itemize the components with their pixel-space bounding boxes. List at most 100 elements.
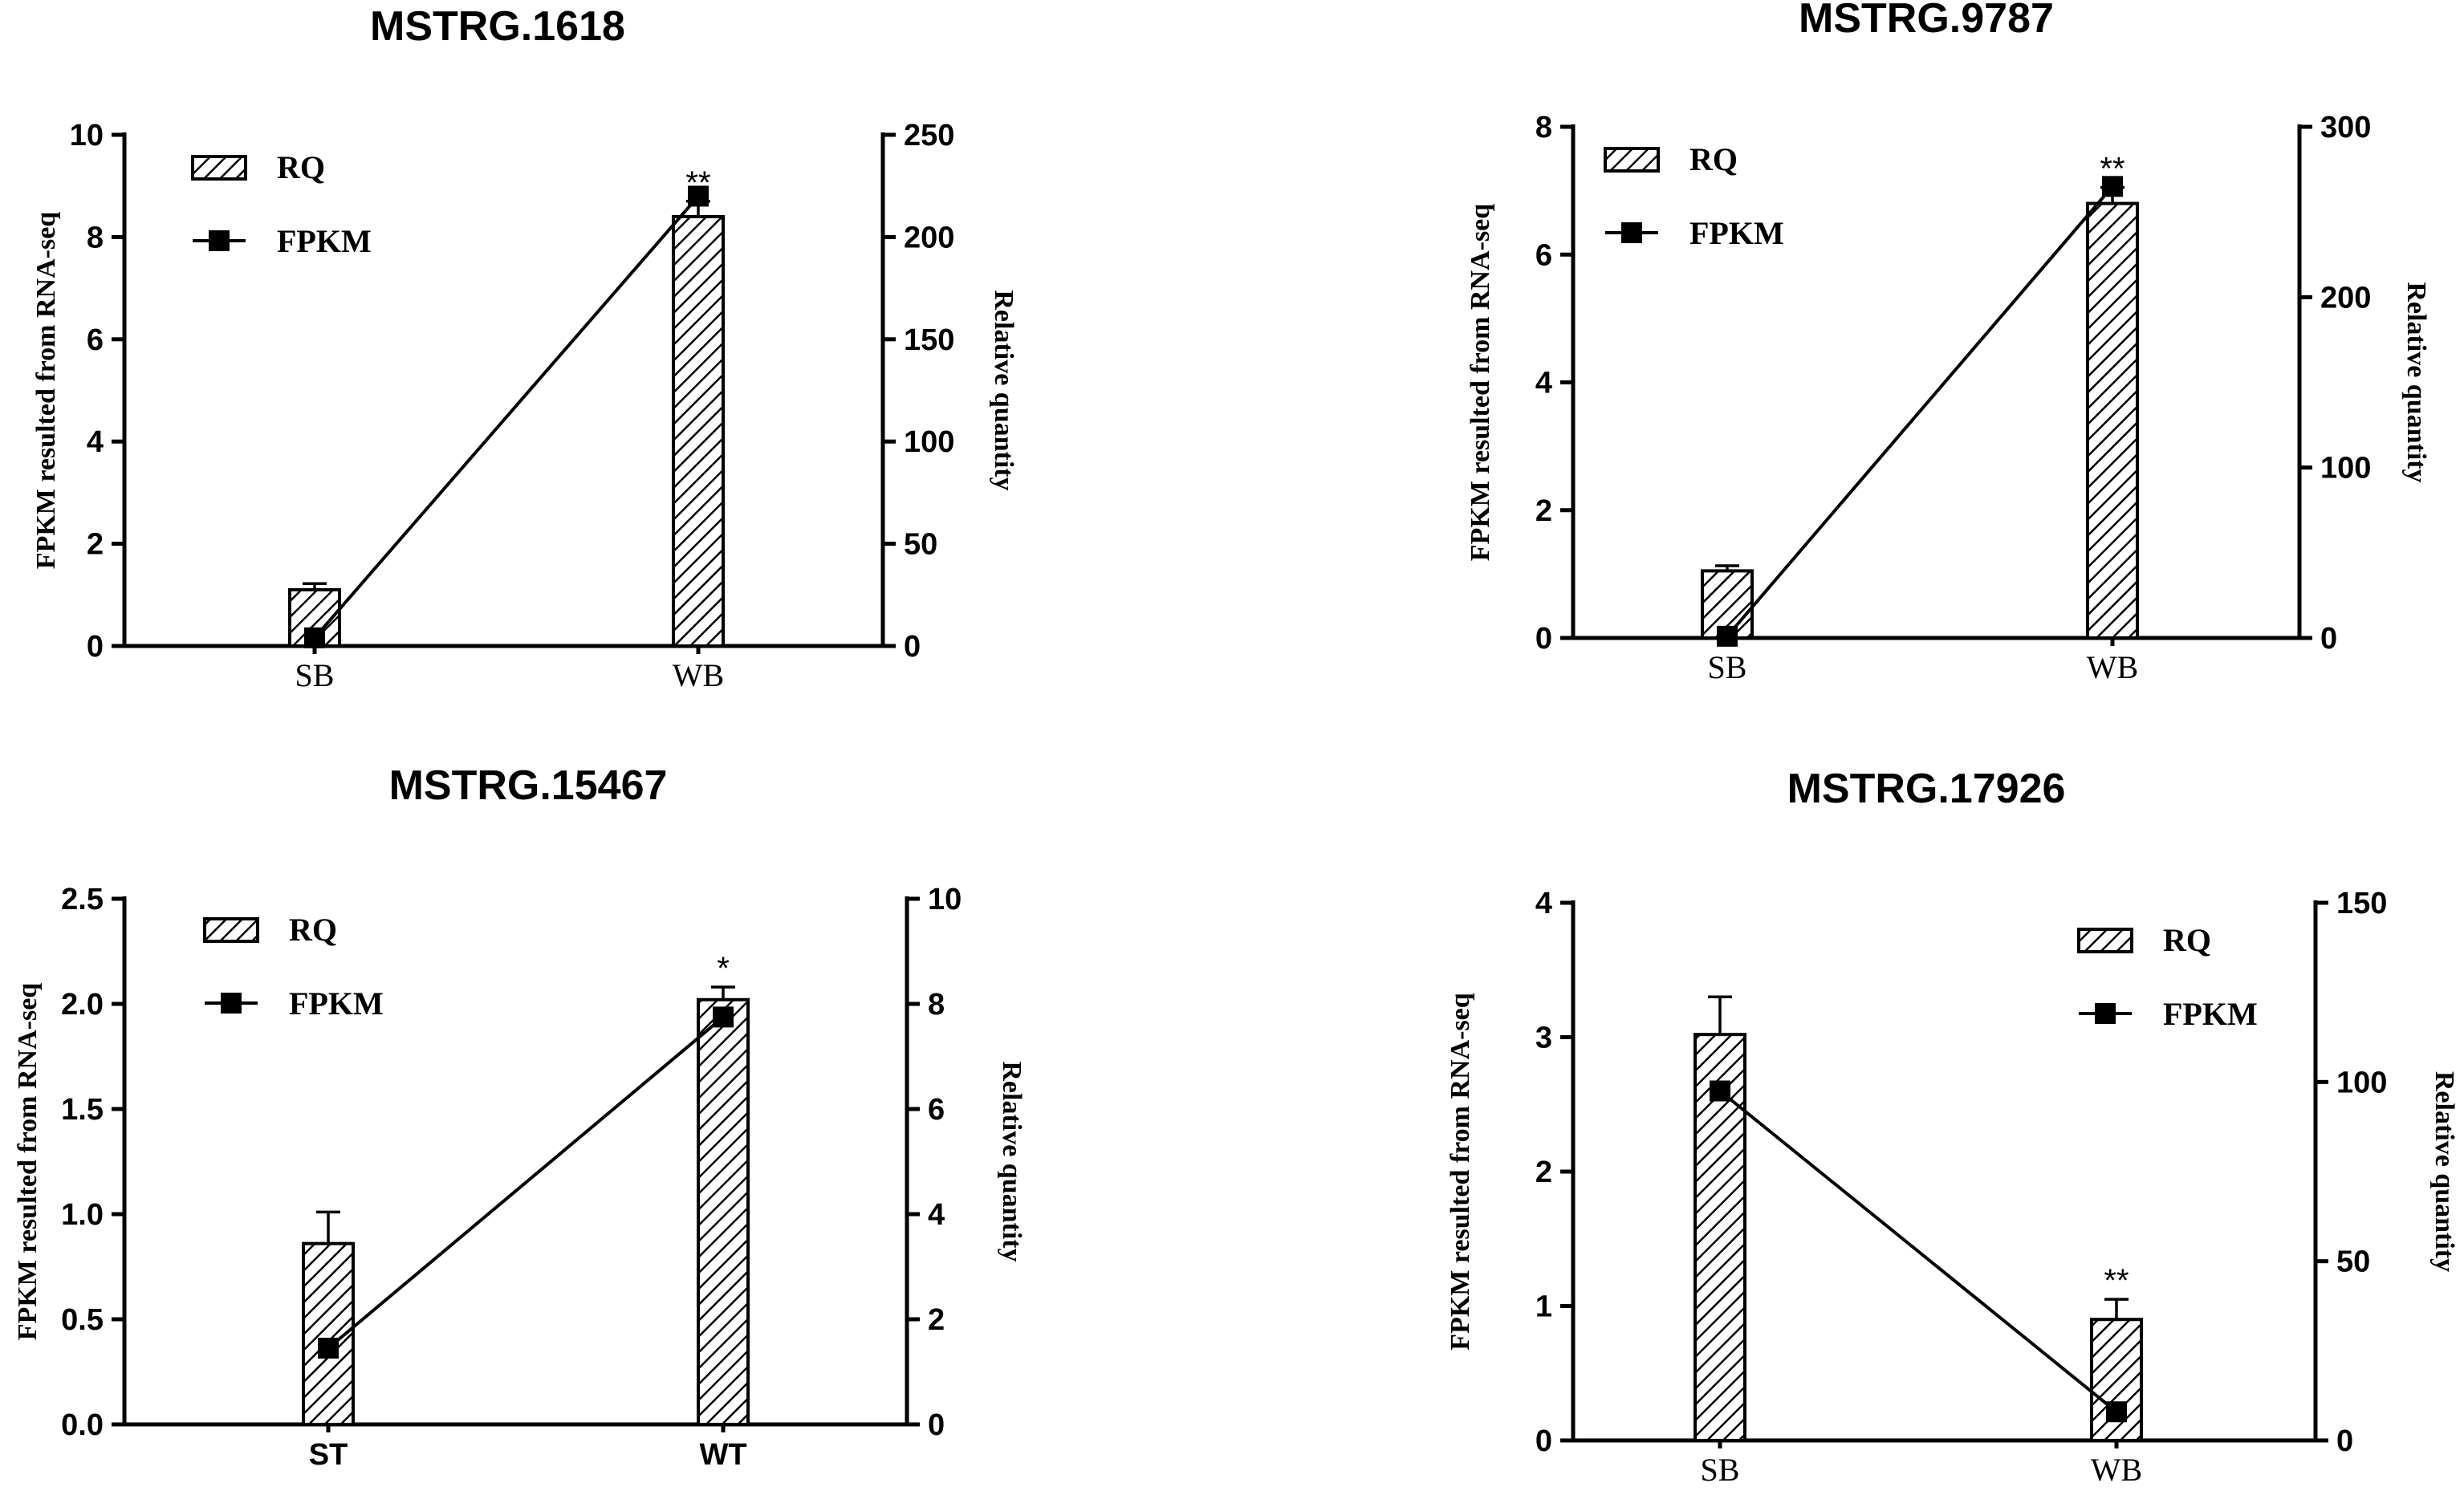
rq-bar <box>672 214 725 648</box>
left-tick-label: 2 <box>87 528 104 562</box>
legend-fpkm-label: FPKM <box>2163 996 2258 1032</box>
left-tick-label: 8 <box>87 221 104 254</box>
fpkm-line <box>1718 1089 2118 1413</box>
legend-rq-swatch <box>191 155 247 181</box>
fpkm-point <box>688 185 709 207</box>
right-tick-label: 100 <box>2336 1066 2387 1099</box>
fpkm-line <box>313 195 700 640</box>
right-axis-title: Relative quantity <box>2429 1071 2459 1272</box>
x-category-label: WT <box>699 1438 746 1472</box>
right-tick-label: 200 <box>2320 281 2371 315</box>
chart-panel: MSTRG.15467 0.0 0.5 1.0 1.5 2.0 2.5 0 2 4 6 8 10 ST WT… <box>13 762 1027 1472</box>
rq-bar <box>2090 1318 2143 1442</box>
left-tick-label: 10 <box>70 119 104 152</box>
legend-fpkm-label: FPKM <box>277 223 372 259</box>
left-tick-label: 6 <box>87 323 104 357</box>
fpkm-point <box>1717 625 1738 647</box>
rq-bar <box>2086 201 2139 640</box>
legend-fpkm-marker <box>2095 1003 2116 1024</box>
legend-fpkm-label: FPKM <box>1689 215 1784 251</box>
right-axis-title: Relative quantity <box>997 1061 1027 1261</box>
right-tick-label: 150 <box>904 323 954 357</box>
fpkm-line <box>327 1015 725 1350</box>
left-tick-label: 6 <box>1535 238 1552 272</box>
x-category-label: WB <box>2091 1452 2142 1488</box>
x-category-label: SB <box>1708 649 1747 685</box>
legend-fpkm-label: FPKM <box>289 985 384 1022</box>
legend-fpkm-marker <box>1621 222 1642 243</box>
right-tick-label: 50 <box>2336 1245 2370 1279</box>
legend-rq-swatch <box>1604 147 1660 173</box>
right-tick-label: 200 <box>904 221 954 254</box>
fpkm-point <box>2102 176 2123 197</box>
right-tick-label: 150 <box>2336 887 2387 920</box>
legend-fpkm-marker <box>221 993 242 1014</box>
x-category-label: SB <box>295 657 335 693</box>
fpkm-line <box>1726 185 2114 638</box>
x-category-label: WB <box>673 657 724 693</box>
left-tick-label: 0.5 <box>61 1303 104 1337</box>
right-tick-label: 6 <box>928 1093 945 1127</box>
right-tick-label: 250 <box>904 119 954 152</box>
rq-bar <box>697 997 750 1426</box>
left-tick-label: 2 <box>1535 494 1552 528</box>
left-tick-label: 2.0 <box>61 988 104 1022</box>
left-tick-label: 0 <box>1535 1424 1552 1458</box>
chart-title: MSTRG.1618 <box>370 3 625 50</box>
left-tick-label: 4 <box>1535 367 1552 400</box>
x-category-label: ST <box>309 1438 348 1472</box>
right-tick-label: 2 <box>928 1303 945 1337</box>
right-tick-label: 50 <box>904 528 937 562</box>
right-tick-label: 4 <box>928 1198 945 1232</box>
right-tick-label: 300 <box>2320 111 2371 144</box>
fpkm-point <box>713 1006 734 1028</box>
left-tick-label: 1.0 <box>61 1198 104 1232</box>
fpkm-point <box>2106 1401 2127 1423</box>
chart-panel: MSTRG.9787 0 2 4 6 8 0 100 200 300 SB WB FPKM result… <box>1466 0 2431 685</box>
legend-fpkm-marker <box>209 230 230 251</box>
left-tick-label: 1.5 <box>61 1093 104 1127</box>
fpkm-point <box>318 1338 339 1359</box>
left-tick-label: 8 <box>1535 111 1552 144</box>
left-tick-label: 1 <box>1535 1290 1552 1324</box>
left-tick-label: 2.5 <box>61 883 104 916</box>
left-axis-title: FPKM resulted from RNA-seq <box>1466 204 1495 561</box>
chart-title: MSTRG.17926 <box>1787 766 2066 812</box>
right-tick-label: 8 <box>928 988 945 1022</box>
x-category-label: WB <box>2087 649 2138 685</box>
right-tick-label: 0 <box>2320 622 2337 656</box>
left-tick-label: 2 <box>1535 1156 1552 1189</box>
right-tick-label: 10 <box>928 883 962 916</box>
legend-rq-label: RQ <box>289 912 337 948</box>
legend-rq-label: RQ <box>277 149 325 185</box>
left-tick-label: 4 <box>87 425 104 459</box>
left-tick-label: 4 <box>1535 887 1552 920</box>
fpkm-point <box>1710 1080 1730 1102</box>
significance-marker: ** <box>2104 1263 2129 1298</box>
left-tick-label: 0 <box>1535 622 1552 656</box>
significance-marker: * <box>717 951 730 986</box>
right-axis-title: Relative quantity <box>989 290 1019 490</box>
right-tick-label: 100 <box>904 425 954 459</box>
legend-rq-label: RQ <box>2163 922 2211 958</box>
right-tick-label: 0 <box>2336 1424 2353 1458</box>
fpkm-point <box>304 627 325 648</box>
right-tick-label: 100 <box>2320 452 2371 485</box>
left-axis-title: FPKM resulted from RNA-seq <box>1445 993 1475 1350</box>
chart-title: MSTRG.15467 <box>389 762 668 809</box>
left-axis-title: FPKM resulted from RNA-seq <box>31 212 61 569</box>
chart-title: MSTRG.9787 <box>1799 0 2054 42</box>
chart-panel: MSTRG.17926 0 1 2 3 4 0 50 100 150 SB WB FPKM result… <box>1445 766 2459 1488</box>
x-category-label: SB <box>1701 1452 1740 1488</box>
left-tick-label: 0.0 <box>61 1408 104 1442</box>
left-axis-title: FPKM resulted from RNA-seq <box>13 983 43 1340</box>
legend-rq-label: RQ <box>1689 141 1738 177</box>
left-tick-label: 3 <box>1535 1022 1552 1055</box>
legend-rq-swatch <box>203 917 259 943</box>
right-tick-label: 0 <box>904 630 921 664</box>
right-tick-label: 0 <box>928 1408 945 1442</box>
rq-bar <box>1693 1033 1746 1443</box>
legend-rq-swatch <box>2077 928 2133 953</box>
